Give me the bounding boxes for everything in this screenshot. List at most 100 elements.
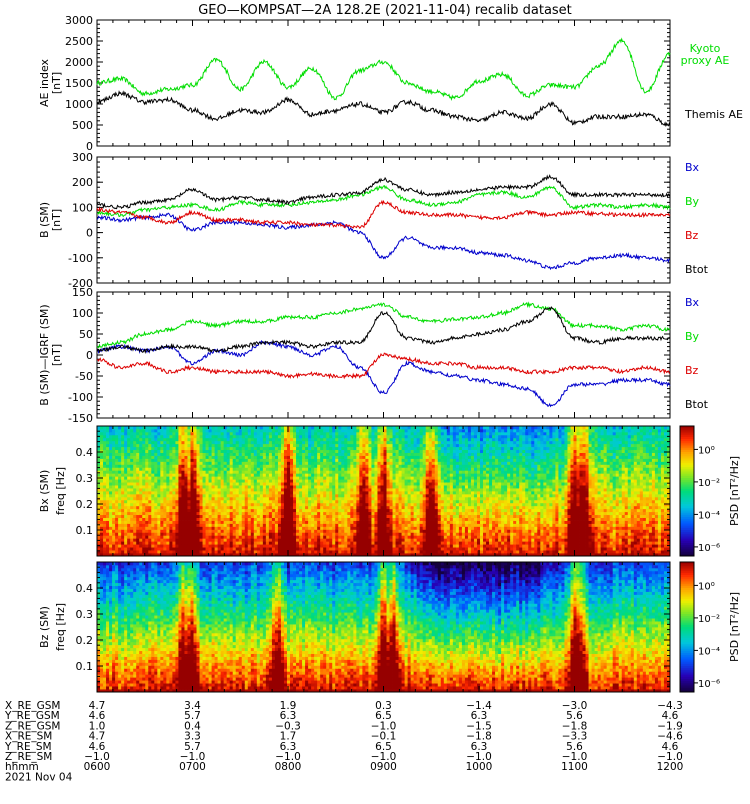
spectrogram-cell xyxy=(329,432,332,435)
spectrogram-cell xyxy=(281,464,284,467)
spectrogram-cell xyxy=(320,453,323,456)
spectrogram-cell xyxy=(148,464,151,467)
spectrogram-cell xyxy=(338,532,341,535)
spectrogram-cell xyxy=(184,447,187,450)
spectrogram-cell xyxy=(299,491,302,494)
spectrogram-cell xyxy=(163,526,166,529)
spectrogram-cell xyxy=(365,447,368,450)
legend-entry: Bz xyxy=(685,364,699,377)
spectrogram-cell xyxy=(163,500,166,503)
spectrogram-cell xyxy=(359,524,362,527)
spectrogram-cell xyxy=(296,515,299,518)
spectrogram-cell xyxy=(166,473,169,476)
spectrogram-cell xyxy=(299,450,302,453)
spectrogram-cell xyxy=(157,435,160,438)
spectrogram-cell xyxy=(215,544,218,547)
spectrogram-cell xyxy=(290,494,293,497)
spectrogram-cell xyxy=(284,506,287,509)
spectrogram-cell xyxy=(100,506,103,509)
spectrogram-cell xyxy=(275,485,278,488)
spectrogram-cell xyxy=(293,464,296,467)
spectrogram-cell xyxy=(212,488,215,491)
spectrogram-cell xyxy=(402,467,405,470)
spectrogram-cell xyxy=(263,485,266,488)
spectrogram-cell xyxy=(311,535,314,538)
spectrogram-cell xyxy=(239,432,242,435)
spectrogram-cell xyxy=(100,435,103,438)
spectrogram-cell xyxy=(353,515,356,518)
spectrogram-cell xyxy=(248,506,251,509)
spectrogram-cell xyxy=(160,485,163,488)
spectrogram-cell xyxy=(160,441,163,444)
spectrogram-cell xyxy=(272,526,275,529)
spectrogram-cell xyxy=(338,476,341,479)
spectrogram-cell xyxy=(151,535,154,538)
spectrogram-cell xyxy=(218,485,221,488)
spectrogram-cell xyxy=(257,515,260,518)
spectrogram-cell xyxy=(148,473,151,476)
spectrogram-cell xyxy=(393,500,396,503)
spectrogram-cell xyxy=(136,426,139,429)
spectrogram-cell xyxy=(317,535,320,538)
spectrogram-cell xyxy=(178,497,181,500)
spectrogram-cell xyxy=(266,524,269,527)
spectrogram-cell xyxy=(359,541,362,544)
spectrogram-cell xyxy=(197,491,200,494)
spectrogram-cell xyxy=(284,529,287,532)
spectrogram-cell xyxy=(181,541,184,544)
spectrogram-cell xyxy=(329,473,332,476)
spectrogram-cell xyxy=(130,450,133,453)
spectrogram-cell xyxy=(341,444,344,447)
spectrogram-cell xyxy=(387,521,390,524)
spectrogram-cell xyxy=(136,497,139,500)
spectrogram-cell xyxy=(359,467,362,470)
spectrogram-cell xyxy=(335,503,338,506)
spectrogram-cell xyxy=(169,456,172,459)
spectrogram-cell xyxy=(278,453,281,456)
spectrogram-cell xyxy=(341,547,344,550)
spectrogram-cell xyxy=(133,482,136,485)
spectrogram-cell xyxy=(338,497,341,500)
spectrogram-cell xyxy=(148,450,151,453)
spectrogram-cell xyxy=(130,512,133,515)
spectrogram-cell xyxy=(190,482,193,485)
spectrogram-cell xyxy=(187,538,190,541)
spectrogram-cell xyxy=(393,438,396,441)
spectrogram-cell xyxy=(178,476,181,479)
spectrogram-cell xyxy=(311,506,314,509)
spectrogram-cell xyxy=(157,547,160,550)
spectrogram-cell xyxy=(187,526,190,529)
spectrogram-cell xyxy=(224,459,227,462)
spectrogram-cell xyxy=(390,429,393,432)
spectrogram-cell xyxy=(329,512,332,515)
spectrogram-cell xyxy=(314,535,317,538)
spectrogram-cell xyxy=(206,476,209,479)
spectrogram-cell xyxy=(142,497,145,500)
spectrogram-cell xyxy=(290,456,293,459)
spectrogram-cell xyxy=(275,515,278,518)
spectrogram-cell xyxy=(130,485,133,488)
spectrogram-cell xyxy=(323,541,326,544)
spectrogram-cell xyxy=(139,470,142,473)
spectrogram-cell xyxy=(308,518,311,521)
spectrogram-cell xyxy=(212,459,215,462)
spectrogram-cell xyxy=(212,524,215,527)
spectrogram-cell xyxy=(269,503,272,506)
spectrogram-cell xyxy=(396,438,399,441)
spectrogram-cell xyxy=(103,532,106,535)
spectrogram-cell xyxy=(148,509,151,512)
spectrogram-cell xyxy=(215,524,218,527)
spectrogram-cell xyxy=(118,506,121,509)
spectrogram-cell xyxy=(263,544,266,547)
spectrogram-cell xyxy=(245,538,248,541)
spectrogram-cell xyxy=(341,467,344,470)
spectrogram-cell xyxy=(326,482,329,485)
spectrogram-cell xyxy=(293,435,296,438)
spectrogram-cell xyxy=(338,429,341,432)
spectrogram-cell xyxy=(230,459,233,462)
spectrogram-cell xyxy=(115,524,118,527)
spectrogram-cell xyxy=(239,526,242,529)
spectrogram-cell xyxy=(320,479,323,482)
spectrogram-cell xyxy=(209,459,212,462)
spectrogram-cell xyxy=(139,512,142,515)
